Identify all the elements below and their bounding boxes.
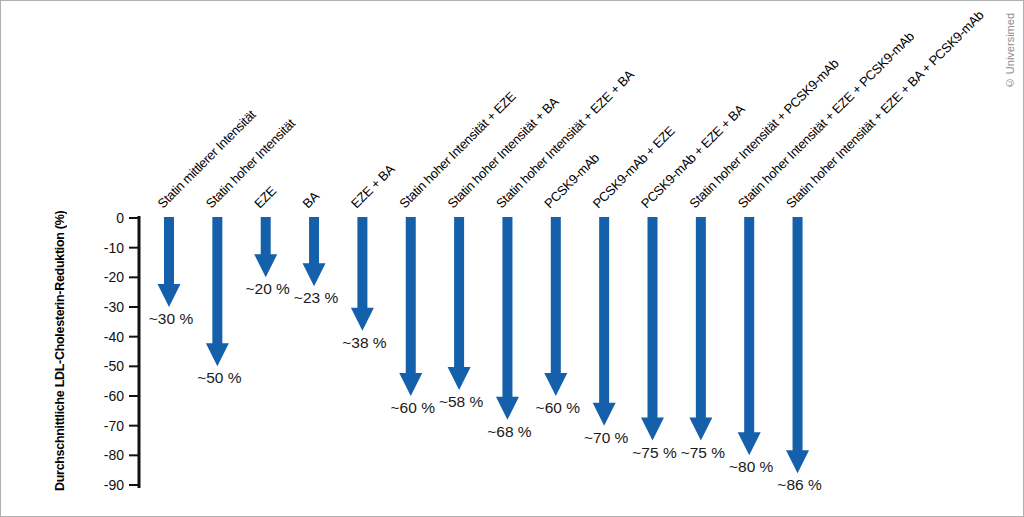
value-label: ~58 % [439,393,484,410]
value-label: ~30 % [149,310,194,327]
category-label: BA [300,188,323,211]
chart-figure: Durchschnittliche LDL-Cholesterin-Redukt… [0,0,1024,517]
copyright-watermark: © Universimed [1004,13,1016,89]
y-tick [129,276,138,278]
y-tick-label: -90 [104,477,124,493]
y-tick [129,395,138,397]
y-tick [129,484,138,486]
value-label: ~68 % [487,423,532,440]
reduction-arrow [496,217,519,420]
y-tick-label: -70 [104,418,124,434]
y-tick-label: -30 [104,299,124,315]
y-tick-label: 0 [116,210,124,226]
y-tick [129,454,138,456]
chart-canvas: 0-10-20-30-40-50-60-70-80-90Statin mittl… [1,1,1024,517]
reduction-arrow [399,217,422,396]
value-label: ~50 % [197,369,242,386]
y-tick-label: -10 [104,240,124,256]
reduction-arrow [689,217,712,441]
reduction-arrow [303,217,326,286]
category-label: Statin hoher Intensität [203,115,299,211]
reduction-arrow [254,217,277,277]
reduction-arrow [738,217,761,455]
y-tick [129,365,138,367]
value-label: ~70 % [584,429,629,446]
y-tick [129,247,138,249]
value-label: ~60 % [536,399,581,416]
value-label: ~38 % [342,334,387,351]
reduction-arrow [448,217,471,390]
reduction-arrow [206,217,229,366]
category-label: PCSK9-mAb + EZE [590,123,678,211]
reduction-arrow [641,217,664,441]
value-label: ~60 % [391,399,436,416]
y-axis-line [138,216,141,488]
category-label: Statin hoher Intensität + EZE + BA + PCS… [783,8,986,211]
reduction-arrow [786,217,809,473]
category-label: Statin hoher Intensität + EZE + PCSK9-mA… [735,29,917,211]
y-tick-label: -40 [104,329,124,345]
category-label: EZE [251,183,279,211]
value-label: ~20 % [246,280,291,297]
y-tick [129,306,138,308]
value-label: ~80 % [729,458,774,475]
reduction-arrow [351,217,374,331]
category-label: EZE + BA [348,161,398,211]
y-tick [129,336,138,338]
reduction-arrow [158,217,181,307]
reduction-arrow [544,217,567,396]
y-tick-label: -60 [104,388,124,404]
value-label: ~75 % [681,444,726,461]
y-tick-label: -20 [104,269,124,285]
y-tick-label: -80 [104,447,124,463]
reduction-arrow [593,217,616,426]
value-label: ~75 % [632,444,677,461]
value-label: ~23 % [294,289,339,306]
y-tick-label: -50 [104,358,124,374]
y-tick [129,425,138,427]
y-tick [129,217,138,219]
value-label: ~86 % [777,476,822,493]
